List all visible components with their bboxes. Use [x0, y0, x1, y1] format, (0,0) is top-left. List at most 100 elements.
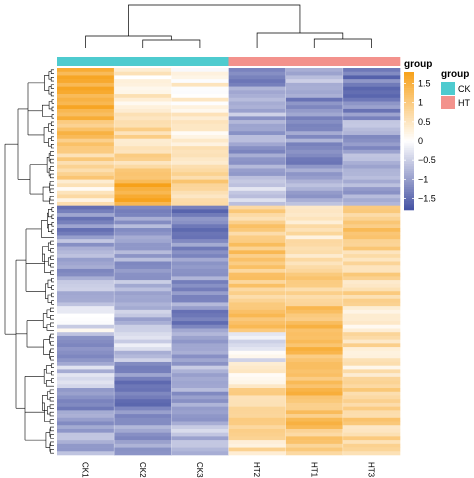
heatmap-cell: [342, 127, 401, 132]
heatmap-cell: [228, 280, 286, 285]
heatmap-cell: [57, 82, 115, 87]
heatmap-cell: [342, 302, 401, 307]
heatmap-cell: [342, 68, 401, 73]
heatmap-cell: [171, 280, 229, 285]
heatmap-cell: [228, 428, 286, 433]
heatmap-cell: [171, 71, 229, 76]
heatmap-cell: [114, 440, 172, 445]
heatmap-cell: [342, 306, 401, 311]
heatmap-cell: [285, 161, 344, 166]
heatmap-cell: [285, 265, 344, 270]
heatmap-cell: [57, 406, 115, 411]
heatmap-cell: [57, 97, 115, 102]
row-dendrogram-branch: [49, 188, 54, 193]
heatmap-cell: [171, 75, 229, 80]
heatmap-cell: [285, 361, 344, 366]
heatmap-cell: [285, 239, 344, 244]
heatmap-cell: [342, 172, 401, 177]
row-dendrogram-branch: [50, 240, 54, 246]
heatmap-cell: [342, 168, 401, 173]
heatmap-cell: [285, 175, 344, 180]
heatmap-cell: [171, 94, 229, 99]
heatmap-cell: [285, 261, 344, 266]
heatmap-cell: [171, 335, 229, 340]
heatmap-cell: [114, 306, 172, 311]
colorbar-segment: [404, 90, 414, 93]
heatmap-cell: [57, 343, 115, 348]
heatmap-cell: [171, 443, 229, 448]
row-dendrogram-branch: [51, 207, 54, 212]
colorbar-tick-label: −0.5: [418, 155, 436, 165]
heatmap-cell: [57, 324, 115, 329]
heatmap-cell: [57, 172, 115, 177]
heatmap-cell: [57, 384, 115, 389]
colorbar-segment: [404, 196, 414, 199]
heatmap-cell: [57, 134, 115, 139]
heatmap-cell: [114, 280, 172, 285]
heatmap-cell: [342, 179, 401, 184]
heatmap-cell: [57, 451, 115, 456]
row-dendrogram-branch: [45, 283, 48, 300]
heatmap-cell: [171, 228, 229, 233]
heatmap-cell: [285, 228, 344, 233]
heatmap-cell: [342, 161, 401, 166]
heatmap-cell: [57, 291, 115, 296]
heatmap-cell: [285, 116, 344, 121]
heatmap-cell: [228, 153, 286, 158]
heatmap-cell: [114, 417, 172, 422]
heatmap-cell: [285, 209, 344, 214]
heatmap-cell: [228, 302, 286, 307]
heatmap-cell: [285, 220, 344, 225]
heatmap-cell: [228, 168, 286, 173]
colorbar-segment: [404, 95, 414, 98]
colorbar-segment: [404, 184, 414, 188]
heatmap-cell: [342, 209, 401, 214]
heatmap-cell: [57, 447, 115, 452]
row-dendrogram-branch: [51, 300, 54, 305]
heatmap-cell: [342, 324, 401, 329]
heatmap-cell: [57, 179, 115, 184]
heatmap-cell: [342, 190, 401, 195]
heatmap-cell: [285, 421, 344, 426]
heatmap-cell: [342, 272, 401, 277]
heatmap-cell: [285, 283, 344, 288]
row-dendrogram-branch: [51, 99, 54, 104]
colorbar-segment: [404, 207, 414, 211]
heatmap-cell: [114, 172, 172, 177]
heatmap-cell: [57, 302, 115, 307]
heatmap-cell: [114, 436, 172, 441]
heatmap-cell: [285, 280, 344, 285]
column-label: HT2: [252, 462, 261, 478]
annotation-legend-title: group: [441, 69, 469, 80]
heatmap-cell: [171, 261, 229, 266]
heatmap-cell: [285, 250, 344, 255]
heatmap-cell: [114, 68, 172, 73]
heatmap-cell: [114, 79, 172, 84]
heatmap-cell: [228, 417, 286, 422]
heatmap-cell: [285, 276, 344, 281]
heatmap-cell: [114, 131, 172, 136]
row-dendrogram-branch: [42, 186, 50, 202]
heatmap-cell: [228, 239, 286, 244]
colorbar-tick-label: 1.5: [418, 79, 431, 89]
heatmap-cell: [171, 373, 229, 378]
column-dendrogram-branch: [142, 39, 201, 48]
heatmap-cell: [57, 350, 115, 355]
heatmap-cell: [228, 131, 286, 136]
colorbar-segment: [404, 147, 414, 151]
heatmap-cell: [342, 239, 401, 244]
heatmap-cell: [57, 86, 115, 91]
row-dendrogram-branch: [50, 263, 54, 268]
heatmap-cell: [171, 239, 229, 244]
heatmap-cell: [285, 406, 344, 411]
colorbar-segment: [404, 111, 414, 114]
column-labels: CK1 CK2 CK3 HT2 HT1 HT3: [81, 462, 376, 478]
heatmap-cell: [342, 116, 401, 121]
heatmap-cell: [342, 146, 401, 151]
colorbar-segment: [404, 182, 414, 185]
heatmap-cell: [342, 82, 401, 87]
heatmap-cell: [57, 138, 115, 143]
heatmap-cell: [114, 134, 172, 139]
heatmap-cell: [228, 268, 286, 273]
